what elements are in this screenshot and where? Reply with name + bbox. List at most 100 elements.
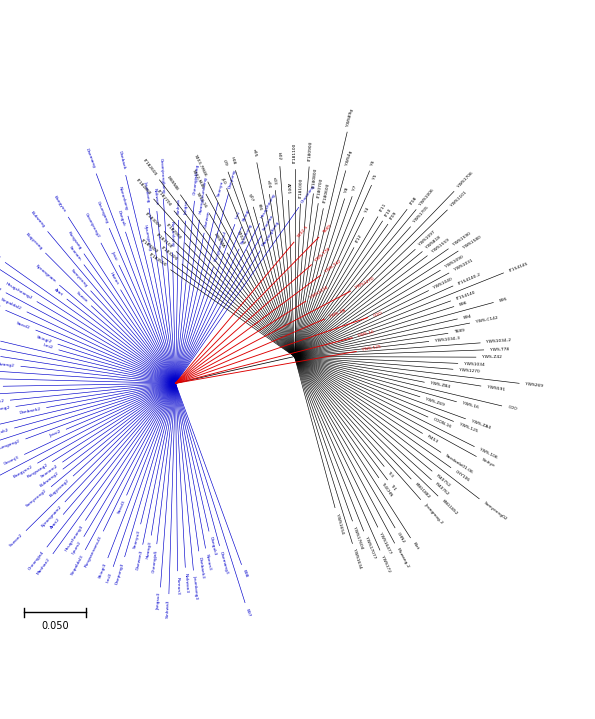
Text: Danbaek2: Danbaek2 (19, 407, 41, 415)
Text: YWS1097: YWS1097 (418, 230, 437, 247)
Text: Manjangkong: Manjangkong (262, 220, 281, 247)
Text: YWS1559: YWS1559 (431, 238, 450, 254)
Text: IT182800: IT182800 (134, 178, 151, 196)
Text: YWS1580: YWS1580 (462, 235, 482, 249)
Text: B96: B96 (459, 301, 468, 307)
Text: IT180600: IT180600 (322, 183, 330, 203)
Text: Arari2: Arari2 (49, 518, 61, 530)
Text: COO: COO (507, 406, 518, 411)
Text: f06: f06 (257, 203, 262, 211)
Text: YWS1705: YWS1705 (413, 206, 430, 224)
Text: YWS1040: YWS1040 (433, 277, 453, 290)
Text: Somyeong02: Somyeong02 (483, 501, 508, 521)
Text: Arari: Arari (53, 288, 64, 297)
Text: PI40752: PI40752 (436, 473, 452, 487)
Text: YWS-ZA: YWS-ZA (329, 308, 346, 319)
Text: Daewon: Daewon (203, 210, 211, 228)
Text: h08: h08 (229, 157, 236, 165)
Text: 0.050: 0.050 (41, 621, 69, 631)
Text: IT180900: IT180900 (308, 140, 313, 161)
Text: IT154140: IT154140 (456, 290, 476, 301)
Text: YWS591: YWS591 (487, 385, 505, 392)
Text: 7402-5: 7402-5 (296, 224, 309, 239)
Text: Kyeongnam: Kyeongnam (35, 263, 57, 283)
Text: IT183000: IT183000 (144, 212, 161, 229)
Text: YWS818: YWS818 (425, 235, 442, 249)
Text: YWS1706: YWS1706 (456, 171, 474, 188)
Text: YWS1034-3: YWS1034-3 (434, 336, 460, 343)
Text: B95: B95 (499, 297, 508, 303)
Text: Ilmi2: Ilmi2 (42, 344, 54, 350)
Text: YWS-C142: YWS-C142 (475, 316, 498, 324)
Text: Geomjeongkong: Geomjeongkong (159, 157, 165, 193)
Text: CHY106: CHY106 (455, 470, 471, 482)
Text: Chuseong: Chuseong (300, 183, 317, 203)
Text: Nokwon2: Nokwon2 (0, 399, 5, 405)
Text: Haeun: Haeun (109, 272, 120, 285)
Text: Cheongja5: Cheongja5 (151, 549, 158, 573)
Text: Geomj3: Geomj3 (3, 455, 20, 466)
Text: YWS-125: YWS-125 (458, 422, 478, 433)
Text: Shingi: Shingi (242, 209, 251, 222)
Text: Pungsannamul: Pungsannamul (214, 230, 227, 262)
Text: YWS-T78: YWS-T78 (490, 347, 509, 352)
Text: YWS-Z42: YWS-Z42 (482, 355, 502, 360)
Text: YWS1031: YWS1031 (453, 259, 473, 272)
Text: Pungsang2: Pungsang2 (26, 463, 49, 480)
Text: Daemang3: Daemang3 (219, 551, 229, 574)
Text: T689: T689 (321, 224, 332, 234)
Text: Hpurngeong: Hpurngeong (143, 224, 152, 252)
Text: Saeol2: Saeol2 (16, 321, 31, 330)
Text: Danbaek3: Danbaek3 (198, 557, 205, 579)
Text: 7403-16: 7403-16 (195, 192, 208, 209)
Text: YWS17604: YWS17604 (352, 526, 364, 549)
Text: B97: B97 (245, 608, 251, 617)
Text: Heugcheong3: Heugcheong3 (64, 524, 84, 552)
Text: YWS1090: YWS1090 (444, 255, 464, 269)
Text: COON-16: COON-16 (433, 418, 452, 430)
Text: Danguk3: Danguk3 (208, 536, 217, 557)
Text: Pungsang: Pungsang (67, 231, 82, 250)
Text: Noeun3: Noeun3 (205, 554, 212, 571)
Text: PI40762: PI40762 (434, 482, 450, 497)
Text: Jangsu3: Jangsu3 (156, 593, 162, 610)
Text: i09: i09 (222, 160, 228, 167)
Text: IT10: IT10 (384, 207, 393, 217)
Text: Cheongjakong: Cheongjakong (193, 164, 201, 196)
Text: Jossi: Jossi (111, 250, 118, 261)
Text: Ilmi3: Ilmi3 (106, 572, 113, 583)
Text: Sinpaldal2: Sinpaldal2 (0, 298, 23, 311)
Text: Baegyon: Baegyon (53, 195, 67, 214)
Text: IT183100: IT183100 (155, 232, 173, 249)
Text: YWS1034: YWS1034 (464, 362, 484, 367)
Text: Suwon: Suwon (75, 290, 89, 303)
Text: YWS17077: YWS17077 (364, 536, 376, 559)
Text: d04: d04 (265, 180, 271, 189)
Text: Daepung: Daepung (228, 168, 237, 188)
Text: B98: B98 (242, 569, 248, 579)
Text: YWS1654: YWS1654 (334, 513, 344, 534)
Text: KNG1852: KNG1852 (441, 499, 458, 516)
Text: YWS1270: YWS1270 (459, 367, 480, 373)
Text: Y4: Y4 (364, 206, 370, 213)
Text: I98SNIA: I98SNIA (213, 233, 226, 249)
Text: c03: c03 (272, 177, 277, 185)
Text: Jeongmog-2: Jeongmog-2 (423, 503, 443, 525)
Text: YWS1101: YWS1101 (450, 190, 468, 207)
Text: Manhae2: Manhae2 (36, 557, 51, 576)
Text: Muwang-2: Muwang-2 (396, 547, 410, 569)
Text: Daemang: Daemang (85, 148, 96, 169)
Text: Y5: Y5 (372, 174, 378, 180)
Text: b02: b02 (277, 152, 281, 161)
Text: IT11: IT11 (379, 203, 387, 213)
Text: YWS-106: YWS-106 (479, 447, 498, 459)
Text: Tc1: Tc1 (390, 483, 397, 491)
Text: Daepung3: Daepung3 (115, 562, 125, 585)
Text: Pureun3: Pureun3 (176, 577, 180, 595)
Text: Ipumkong: Ipumkong (143, 181, 150, 203)
Text: Bukwang: Bukwang (30, 211, 45, 229)
Text: Nokwon3: Nokwon3 (184, 573, 189, 593)
Text: IT182600: IT182600 (142, 157, 158, 176)
Text: COO: COO (372, 311, 383, 318)
Text: IT08: IT08 (409, 196, 418, 206)
